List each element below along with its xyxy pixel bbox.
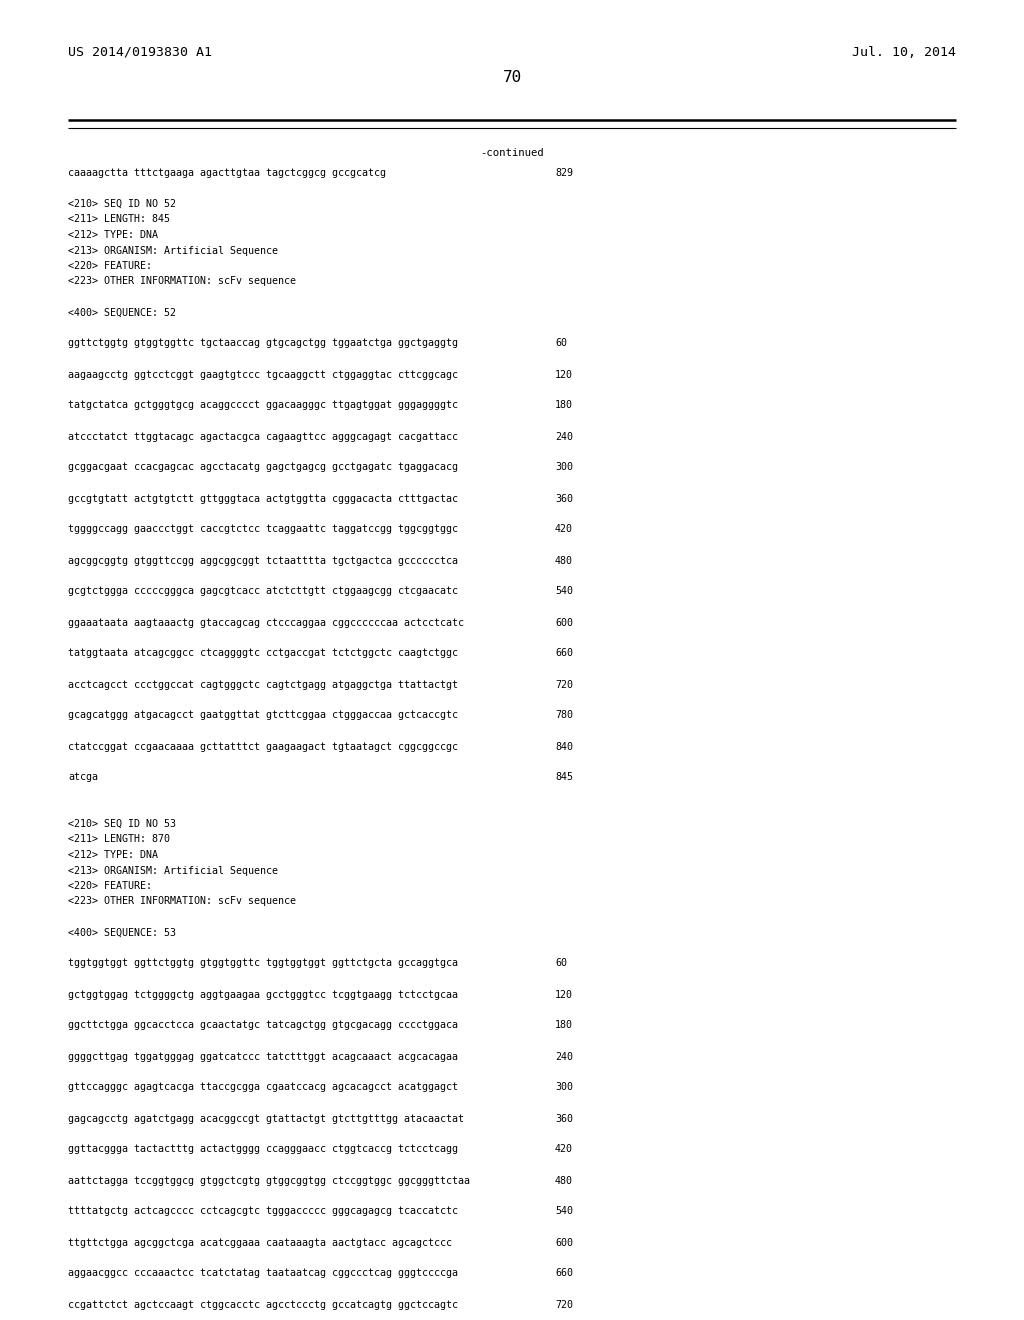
Text: gccgtgtatt actgtgtctt gttgggtaca actgtggtta cgggacacta ctttgactac: gccgtgtatt actgtgtctt gttgggtaca actgtgg… — [68, 494, 458, 503]
Text: 600: 600 — [555, 1238, 573, 1247]
Text: 480: 480 — [555, 556, 573, 565]
Text: <220> FEATURE:: <220> FEATURE: — [68, 261, 152, 271]
Text: aggaacggcc cccaaactcc tcatctatag taataatcag cggccctcag gggtccccga: aggaacggcc cccaaactcc tcatctatag taataat… — [68, 1269, 458, 1279]
Text: tggtggtggt ggttctggtg gtggtggttc tggtggtggt ggttctgcta gccaggtgca: tggtggtggt ggttctggtg gtggtggttc tggtggt… — [68, 958, 458, 969]
Text: ggttctggtg gtggtggttc tgctaaccag gtgcagctgg tggaatctga ggctgaggtg: ggttctggtg gtggtggttc tgctaaccag gtgcagc… — [68, 338, 458, 348]
Text: ggcttctgga ggcacctcca gcaactatgc tatcagctgg gtgcgacagg cccctggaca: ggcttctgga ggcacctcca gcaactatgc tatcagc… — [68, 1020, 458, 1031]
Text: 780: 780 — [555, 710, 573, 721]
Text: gttccagggc agagtcacga ttaccgcgga cgaatccacg agcacagcct acatggagct: gttccagggc agagtcacga ttaccgcgga cgaatcc… — [68, 1082, 458, 1093]
Text: 660: 660 — [555, 648, 573, 659]
Text: 829: 829 — [555, 168, 573, 178]
Text: <210> SEQ ID NO 53: <210> SEQ ID NO 53 — [68, 818, 176, 829]
Text: ctatccggat ccgaacaaaa gcttatttct gaagaagact tgtaatagct cggcggccgc: ctatccggat ccgaacaaaa gcttatttct gaagaag… — [68, 742, 458, 751]
Text: <211> LENGTH: 870: <211> LENGTH: 870 — [68, 834, 170, 845]
Text: 180: 180 — [555, 1020, 573, 1031]
Text: atcga: atcga — [68, 772, 98, 783]
Text: 300: 300 — [555, 462, 573, 473]
Text: 420: 420 — [555, 1144, 573, 1155]
Text: 660: 660 — [555, 1269, 573, 1279]
Text: 120: 120 — [555, 990, 573, 999]
Text: aattctagga tccggtggcg gtggctcgtg gtggcggtgg ctccggtggc ggcgggttctaa: aattctagga tccggtggcg gtggctcgtg gtggcgg… — [68, 1176, 470, 1185]
Text: <223> OTHER INFORMATION: scFv sequence: <223> OTHER INFORMATION: scFv sequence — [68, 896, 296, 907]
Text: <400> SEQUENCE: 53: <400> SEQUENCE: 53 — [68, 928, 176, 937]
Text: 720: 720 — [555, 1299, 573, 1309]
Text: <212> TYPE: DNA: <212> TYPE: DNA — [68, 230, 158, 240]
Text: atccctatct ttggtacagc agactacgca cagaagttcc agggcagagt cacgattacc: atccctatct ttggtacagc agactacgca cagaagt… — [68, 432, 458, 441]
Text: gcagcatggg atgacagcct gaatggttat gtcttcggaa ctgggaccaa gctcaccgtc: gcagcatggg atgacagcct gaatggttat gtcttcg… — [68, 710, 458, 721]
Text: <220> FEATURE:: <220> FEATURE: — [68, 880, 152, 891]
Text: ggttacggga tactactttg actactgggg ccagggaacc ctggtcaccg tctcctcagg: ggttacggga tactactttg actactgggg ccaggga… — [68, 1144, 458, 1155]
Text: 540: 540 — [555, 1206, 573, 1217]
Text: 300: 300 — [555, 1082, 573, 1093]
Text: 420: 420 — [555, 524, 573, 535]
Text: gcgtctggga cccccgggca gagcgtcacc atctcttgtt ctggaagcgg ctcgaacatc: gcgtctggga cccccgggca gagcgtcacc atctctt… — [68, 586, 458, 597]
Text: 720: 720 — [555, 680, 573, 689]
Text: 540: 540 — [555, 586, 573, 597]
Text: gagcagcctg agatctgagg acacggccgt gtattactgt gtcttgtttgg atacaactat: gagcagcctg agatctgagg acacggccgt gtattac… — [68, 1114, 464, 1123]
Text: caaaagctta tttctgaaga agacttgtaa tagctcggcg gccgcatcg: caaaagctta tttctgaaga agacttgtaa tagctcg… — [68, 168, 386, 178]
Text: tggggccagg gaaccctggt caccgtctcc tcaggaattc taggatccgg tggcggtggc: tggggccagg gaaccctggt caccgtctcc tcaggaa… — [68, 524, 458, 535]
Text: 600: 600 — [555, 618, 573, 627]
Text: -continued: -continued — [480, 148, 544, 158]
Text: US 2014/0193830 A1: US 2014/0193830 A1 — [68, 45, 212, 58]
Text: ttgttctgga agcggctcga acatcggaaa caataaagta aactgtacc agcagctccc: ttgttctgga agcggctcga acatcggaaa caataaa… — [68, 1238, 452, 1247]
Text: aagaagcctg ggtcctcggt gaagtgtccc tgcaaggctt ctggaggtac cttcggcagc: aagaagcctg ggtcctcggt gaagtgtccc tgcaagg… — [68, 370, 458, 380]
Text: agcggcggtg gtggttccgg aggcggcggt tctaatttta tgctgactca gcccccctca: agcggcggtg gtggttccgg aggcggcggt tctaatt… — [68, 556, 458, 565]
Text: <223> OTHER INFORMATION: scFv sequence: <223> OTHER INFORMATION: scFv sequence — [68, 276, 296, 286]
Text: ccgattctct agctccaagt ctggcacctc agcctccctg gccatcagtg ggctccagtc: ccgattctct agctccaagt ctggcacctc agcctcc… — [68, 1299, 458, 1309]
Text: tatgctatca gctgggtgcg acaggcccct ggacaagggc ttgagtggat gggaggggtc: tatgctatca gctgggtgcg acaggcccct ggacaag… — [68, 400, 458, 411]
Text: acctcagcct ccctggccat cagtgggctc cagtctgagg atgaggctga ttattactgt: acctcagcct ccctggccat cagtgggctc cagtctg… — [68, 680, 458, 689]
Text: <400> SEQUENCE: 52: <400> SEQUENCE: 52 — [68, 308, 176, 318]
Text: 480: 480 — [555, 1176, 573, 1185]
Text: <210> SEQ ID NO 52: <210> SEQ ID NO 52 — [68, 199, 176, 209]
Text: gcggacgaat ccacgagcac agcctacatg gagctgagcg gcctgagatc tgaggacacg: gcggacgaat ccacgagcac agcctacatg gagctga… — [68, 462, 458, 473]
Text: Jul. 10, 2014: Jul. 10, 2014 — [852, 45, 956, 58]
Text: 845: 845 — [555, 772, 573, 783]
Text: <213> ORGANISM: Artificial Sequence: <213> ORGANISM: Artificial Sequence — [68, 866, 278, 875]
Text: ggggcttgag tggatgggag ggatcatccc tatctttggt acagcaaact acgcacagaa: ggggcttgag tggatgggag ggatcatccc tatcttt… — [68, 1052, 458, 1061]
Text: <213> ORGANISM: Artificial Sequence: <213> ORGANISM: Artificial Sequence — [68, 246, 278, 256]
Text: 60: 60 — [555, 958, 567, 969]
Text: <211> LENGTH: 845: <211> LENGTH: 845 — [68, 214, 170, 224]
Text: 180: 180 — [555, 400, 573, 411]
Text: gctggtggag tctggggctg aggtgaagaa gcctgggtcc tcggtgaagg tctcctgcaa: gctggtggag tctggggctg aggtgaagaa gcctggg… — [68, 990, 458, 999]
Text: 60: 60 — [555, 338, 567, 348]
Text: 360: 360 — [555, 1114, 573, 1123]
Text: 120: 120 — [555, 370, 573, 380]
Text: 240: 240 — [555, 432, 573, 441]
Text: ggaaataata aagtaaactg gtaccagcag ctcccaggaa cggccccccaa actcctcatc: ggaaataata aagtaaactg gtaccagcag ctcccag… — [68, 618, 464, 627]
Text: 840: 840 — [555, 742, 573, 751]
Text: 360: 360 — [555, 494, 573, 503]
Text: ttttatgctg actcagcccc cctcagcgtc tgggaccccc gggcagagcg tcaccatctc: ttttatgctg actcagcccc cctcagcgtc tgggacc… — [68, 1206, 458, 1217]
Text: tatggtaata atcagcggcc ctcaggggtc cctgaccgat tctctggctc caagtctggc: tatggtaata atcagcggcc ctcaggggtc cctgacc… — [68, 648, 458, 659]
Text: 70: 70 — [503, 70, 521, 86]
Text: 240: 240 — [555, 1052, 573, 1061]
Text: <212> TYPE: DNA: <212> TYPE: DNA — [68, 850, 158, 861]
